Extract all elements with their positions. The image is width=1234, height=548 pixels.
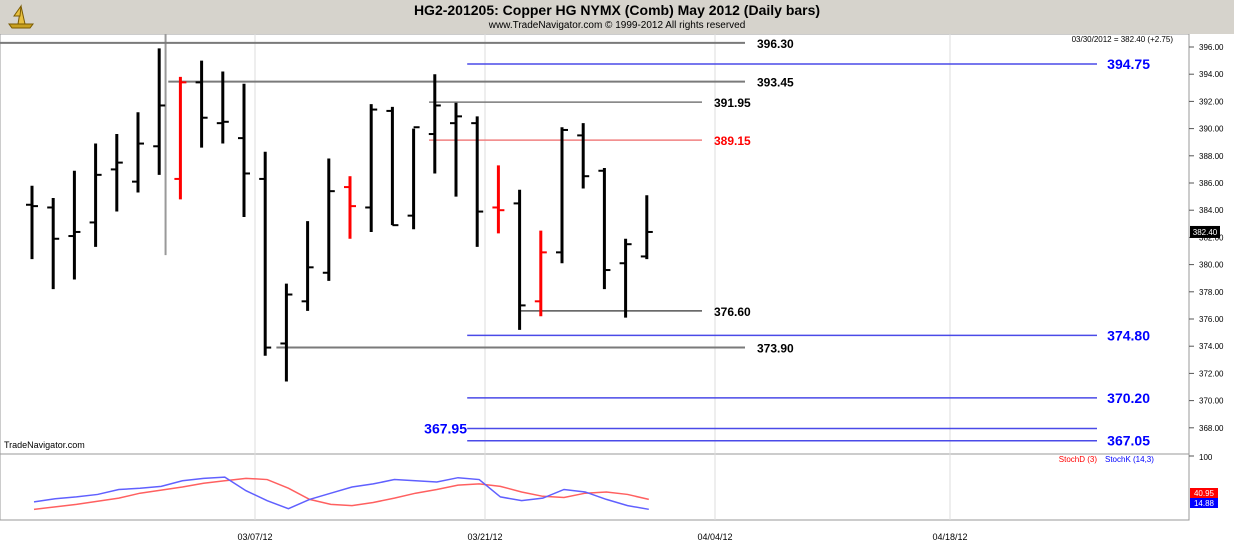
ohlc-bar — [195, 60, 208, 148]
level-label: 389.15 — [714, 134, 751, 148]
ohlc-bar — [577, 123, 590, 189]
ohlc-bar — [471, 116, 484, 247]
levels-layer: 396.30 393.45 391.95 389.15 376.60 373.90 394.… — [0, 34, 1150, 449]
indicator-value-tag — [1190, 488, 1218, 498]
level-label: 373.90 — [757, 342, 794, 356]
ohlc-bar — [640, 195, 653, 260]
trade-navigator-logo-icon — [8, 4, 34, 29]
y-tick-label: 390.00 — [1199, 125, 1224, 134]
level-label: 370.20 — [1107, 390, 1150, 406]
legend-stoch-d: StochD (3) — [1059, 455, 1098, 464]
last-bar-label: 03/30/2012 = 382.40 (+2.75) — [1072, 35, 1174, 44]
y-tick-label: 378.00 — [1199, 288, 1224, 297]
chart-title: HG2-201205: Copper HG NYMX (Comb) May 20… — [413, 2, 821, 18]
ohlc-bar — [386, 106, 399, 227]
ohlc-bar — [513, 189, 526, 330]
y-tick-label: 374.00 — [1199, 342, 1224, 351]
axis-layer: 03/07/12 03/21/12 04/04/12 04/18/12 396.00 39… — [237, 43, 1224, 542]
ohlc-bar — [428, 74, 441, 174]
y-tick-label: 380.00 — [1199, 261, 1224, 270]
y-tick-label: 376.00 — [1199, 315, 1224, 324]
ohlc-bar — [68, 170, 81, 280]
ohlc-bar — [365, 104, 378, 232]
ohlc-bar — [301, 221, 314, 311]
legend-stoch-k: StochK (14,3) — [1105, 455, 1154, 464]
level-label: 376.60 — [714, 305, 751, 319]
price-panel-frame — [0, 34, 1190, 455]
level-label: 367.05 — [1107, 433, 1150, 449]
chart-canvas: 396.30 393.45 391.95 389.15 376.60 373.90 394.… — [0, 34, 1224, 542]
ohlc-bar — [407, 126, 420, 230]
level-label: 367.95 — [424, 420, 467, 436]
ohlc-bar — [89, 143, 102, 247]
y-tick-label: 396.00 — [1199, 43, 1224, 52]
y-tick-label: 394.00 — [1199, 70, 1224, 79]
indicator-value-tag-label: 14.88 — [1194, 499, 1215, 508]
y-tick-label: 370.00 — [1199, 397, 1224, 406]
x-tick-label: 03/21/12 — [467, 532, 502, 542]
level-label: 394.75 — [1107, 56, 1150, 72]
ohlc-bar — [26, 185, 38, 260]
bars-layer — [26, 48, 653, 382]
level-label: 393.45 — [757, 76, 794, 90]
y-tick-label: 392.00 — [1199, 97, 1224, 106]
last-price-tag-label: 382.40 — [1193, 228, 1218, 237]
indicator-y-tick: 100 — [1199, 453, 1213, 462]
level-label: 396.30 — [757, 37, 794, 51]
ohlc-bar — [280, 283, 293, 382]
x-tick-label: 04/18/12 — [932, 532, 967, 542]
y-tick-label: 386.00 — [1199, 179, 1224, 188]
ohlc-bar — [110, 134, 123, 212]
ohlc-bar — [153, 48, 166, 175]
ohlc-bar — [216, 71, 229, 144]
y-tick-label: 388.00 — [1199, 152, 1224, 161]
title-bar: HG2-201205: Copper HG NYMX (Comb) May 20… — [0, 0, 1234, 34]
level-label: 374.80 — [1107, 327, 1150, 343]
x-tick-label: 04/04/12 — [697, 532, 732, 542]
ohlc-bar — [619, 238, 632, 318]
ohlc-bar — [259, 151, 272, 356]
last-price-tag — [1190, 225, 1220, 238]
ohlc-bar — [492, 165, 505, 234]
grid-layer — [0, 34, 1190, 521]
ohlc-bar — [132, 112, 144, 193]
chart-subtitle: www.TradeNavigator.com © 1999-2012 All r… — [488, 20, 746, 31]
ohlc-bar — [174, 76, 187, 200]
y-tick-label: 372.00 — [1199, 369, 1224, 378]
y-tick-label: 384.00 — [1199, 206, 1224, 215]
ohlc-bar — [598, 168, 611, 290]
ohlc-bar — [47, 197, 60, 290]
ohlc-bar — [450, 102, 462, 197]
stoch-k-line — [33, 476, 649, 511]
indicator-value-tag — [1190, 498, 1218, 508]
ohlc-bar — [322, 158, 335, 281]
indicator-value-tag-label: 40.95 — [1194, 489, 1215, 498]
ohlc-bar — [238, 83, 250, 217]
y-tick-label: 368.00 — [1199, 424, 1224, 433]
x-tick-label: 03/07/12 — [237, 532, 272, 542]
level-label: 391.95 — [714, 96, 751, 110]
watermark: TradeNavigator.com — [4, 440, 85, 450]
indicator-panel-frame — [0, 453, 1190, 521]
ohlc-bar — [556, 127, 568, 264]
ohlc-bar — [344, 176, 356, 239]
ohlc-bar — [534, 230, 547, 317]
